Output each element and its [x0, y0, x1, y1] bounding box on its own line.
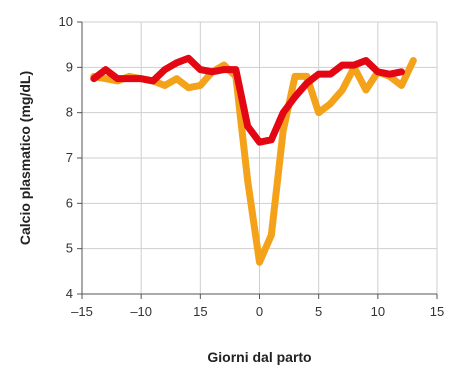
- y-tick-label: 5: [66, 241, 73, 256]
- x-tick-label: –15: [71, 304, 93, 319]
- x-tick-label: 10: [371, 304, 385, 319]
- x-tick-label: 0: [256, 304, 263, 319]
- x-tick-labels: –15 –10 15 0 5 10 15: [71, 304, 444, 319]
- y-tick-label: 6: [66, 195, 73, 210]
- series-line-1: [90, 57, 417, 266]
- axes: [77, 21, 438, 299]
- y-tick-labels: 4 5 6 7 8 9 10: [59, 14, 73, 301]
- y-tick-label: 7: [66, 150, 73, 165]
- series-layer: [90, 54, 417, 266]
- y-tick-label: 9: [66, 59, 73, 74]
- y-tick-label: 4: [66, 286, 73, 301]
- x-tick-label: –10: [130, 304, 152, 319]
- x-tick-label: 15: [193, 304, 207, 319]
- y-axis-label: Calcio plasmatico (mg/dL): [17, 71, 33, 245]
- x-tick-label: 15: [430, 304, 444, 319]
- y-tick-label: 8: [66, 105, 73, 120]
- x-axis-label: Giorni dal parto: [207, 349, 311, 365]
- y-tick-label: 10: [59, 14, 73, 29]
- series-line-2: [90, 54, 405, 146]
- x-tick-label: 5: [315, 304, 322, 319]
